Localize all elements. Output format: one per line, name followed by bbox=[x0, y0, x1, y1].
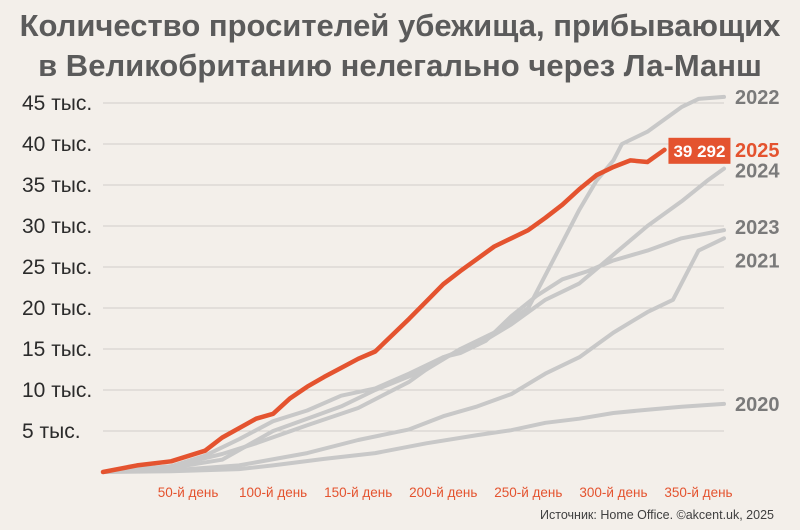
y-tick-label: 20 тыс. bbox=[22, 297, 92, 320]
title-line-1: Количество просителей убежища, прибывающ… bbox=[19, 8, 781, 43]
series-label-2020: 2020 bbox=[735, 394, 780, 416]
series-line-2022 bbox=[101, 94, 726, 474]
title-line-2: в Великобританию нелегально через Ла-Ман… bbox=[38, 48, 762, 83]
series-line-2025 bbox=[100, 147, 667, 475]
y-tick-label: 35 тыс. bbox=[22, 174, 92, 197]
y-tick-label: 5 тыс. bbox=[22, 420, 81, 443]
series-label-2023: 2023 bbox=[735, 217, 780, 239]
series-lines bbox=[100, 94, 726, 475]
series-line-2024 bbox=[101, 166, 726, 474]
y-tick-label: 10 тыс. bbox=[22, 379, 92, 402]
series-label-2022: 2022 bbox=[735, 87, 780, 109]
series-label-2025: 2025 bbox=[735, 140, 780, 162]
x-tick-label: 150-й день bbox=[324, 485, 392, 500]
y-tick-label: 30 тыс. bbox=[22, 215, 92, 238]
series-line-2020 bbox=[101, 401, 726, 474]
series-line-2023 bbox=[101, 228, 726, 474]
y-tick-labels: 5 тыс. 10 тыс. 15 тыс. 20 тыс. 25 тыс. 30 тыс… bbox=[22, 92, 92, 443]
value-callout: 39 292 bbox=[668, 137, 731, 164]
x-tick-label: 200-й день bbox=[409, 485, 477, 500]
x-tick-label: 350-й день bbox=[664, 485, 732, 500]
x-tick-labels: 50-й день 100-й день 150-й день 200-й день 2… bbox=[158, 485, 733, 500]
callout-value: 39 292 bbox=[673, 142, 725, 161]
callout-box bbox=[668, 137, 731, 164]
grid-lines bbox=[103, 102, 724, 432]
y-tick-label: 40 тыс. bbox=[22, 133, 92, 156]
y-tick-label: 15 тыс. bbox=[22, 338, 92, 361]
x-tick-label: 100-й день bbox=[239, 485, 307, 500]
source-note: Источник: Home Office. ©akcent.uk, 2025 bbox=[540, 508, 774, 522]
chart-title: Количество просителей убежища, прибывающ… bbox=[0, 6, 800, 86]
series-label-2024: 2024 bbox=[735, 161, 780, 183]
y-tick-label: 25 тыс. bbox=[22, 256, 92, 279]
series-label-2021: 2021 bbox=[735, 250, 780, 272]
x-tick-label: 300-й день bbox=[579, 485, 647, 500]
y-tick-label: 45 тыс. bbox=[22, 92, 92, 115]
x-tick-label: 50-й день bbox=[158, 485, 219, 500]
x-tick-label: 250-й день bbox=[494, 485, 562, 500]
series-line-2021 bbox=[101, 236, 726, 474]
